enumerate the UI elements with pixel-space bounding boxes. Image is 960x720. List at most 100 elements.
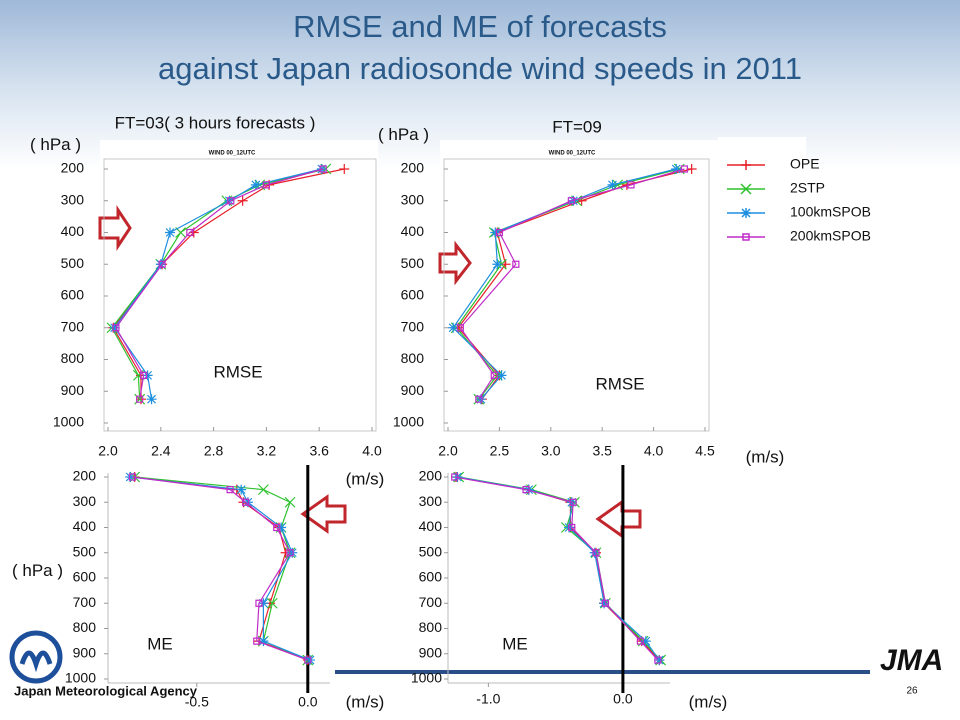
- x-tick-label: 0.0: [613, 691, 633, 707]
- x-axis-label: (m/s): [746, 447, 785, 466]
- series-marker: [140, 371, 148, 379]
- series-line: [134, 476, 309, 661]
- series-marker: [512, 260, 520, 268]
- x-tick-label: 3.0: [541, 443, 561, 459]
- series-marker: [242, 498, 250, 506]
- arrow: [438, 240, 472, 286]
- series-marker: [636, 637, 644, 645]
- footer-line: [335, 670, 870, 674]
- y-tick-label: 600: [61, 287, 85, 303]
- page-number: 26: [906, 686, 918, 697]
- y-tick-label: 500: [419, 543, 443, 559]
- title-line: RMSE and ME of forecasts: [293, 9, 667, 44]
- y-tick-label: 300: [73, 493, 97, 509]
- series-marker: [448, 322, 459, 333]
- y-tick-label: 300: [61, 191, 85, 207]
- series-marker: [224, 195, 235, 206]
- series-marker: [522, 486, 530, 494]
- series-marker: [236, 484, 247, 495]
- logo-mark: [9, 630, 63, 684]
- plot-frame: [103, 158, 377, 432]
- series-line: [457, 476, 660, 661]
- series-line: [111, 168, 326, 400]
- legend-label: 200kmSPOB: [790, 228, 871, 244]
- series-marker: [490, 227, 501, 238]
- y-tick-label: 400: [73, 518, 97, 534]
- series-line: [454, 476, 659, 661]
- y-tick-label: 700: [419, 594, 443, 610]
- series-marker: [305, 655, 316, 666]
- series-marker: [155, 259, 166, 270]
- series-marker: [125, 472, 136, 482]
- y-tick-label: 200: [401, 160, 425, 176]
- x-tick-label: 0.0: [298, 694, 318, 710]
- y-axis-label: ( hPa ): [378, 125, 430, 144]
- x-tick-label: -1.0: [476, 691, 500, 707]
- x-tick-label: 2.5: [490, 443, 510, 459]
- y-tick-label: 600: [401, 287, 425, 303]
- series-marker: [253, 637, 261, 645]
- series-marker: [257, 484, 269, 496]
- series-marker: [226, 486, 234, 494]
- y-tick-label: 200: [61, 160, 85, 176]
- legend-marker: [742, 233, 750, 241]
- series-marker: [128, 473, 137, 481]
- series-marker: [567, 197, 575, 205]
- x-axis-label: (m/s): [689, 692, 728, 711]
- annotation: RMSE: [595, 374, 644, 393]
- y-tick-label: 800: [401, 350, 425, 366]
- series-marker: [490, 371, 498, 379]
- series-marker: [686, 164, 697, 174]
- series-marker: [627, 181, 635, 189]
- y-tick-label: 1000: [65, 670, 96, 686]
- legend-box: [718, 137, 806, 262]
- series-marker: [136, 395, 144, 403]
- y-tick-label: 500: [73, 543, 97, 559]
- x-tick-label: -0.5: [185, 694, 209, 710]
- series-marker: [492, 259, 503, 270]
- x-tick-label: 4.0: [644, 443, 664, 459]
- inner-title: WIND 00_12UTC: [549, 151, 596, 157]
- x-tick-label: 2.4: [151, 443, 171, 459]
- series-marker: [146, 394, 157, 405]
- series-marker: [339, 164, 350, 174]
- x-tick-label: 2.8: [204, 443, 224, 459]
- y-tick-label: 900: [61, 382, 85, 398]
- y-tick-label: 500: [61, 255, 85, 271]
- series-marker: [255, 599, 263, 607]
- series-marker: [475, 395, 483, 403]
- annotation: ME: [502, 634, 528, 653]
- y-tick-label: 500: [401, 255, 425, 271]
- x-axis-label: (m/s): [346, 469, 385, 488]
- series-marker: [589, 547, 600, 558]
- slide-title: RMSE and ME of forecasts against Japan r…: [0, 6, 960, 90]
- x-tick-label: 2.0: [98, 443, 118, 459]
- annotation: RMSE: [213, 362, 262, 381]
- y-axis-label: ( hPa ): [12, 561, 64, 580]
- y-tick-label: 400: [401, 223, 425, 239]
- y-tick-label: 700: [401, 318, 425, 334]
- series-line: [115, 168, 324, 400]
- series-marker: [640, 636, 651, 647]
- y-tick-label: 800: [61, 350, 85, 366]
- y-tick-label: 700: [73, 594, 97, 610]
- series-marker: [496, 370, 507, 381]
- series-marker: [284, 496, 296, 508]
- series-marker: [262, 181, 270, 189]
- series-marker: [495, 228, 503, 237]
- legend-marker: [740, 183, 752, 195]
- y-tick-label: 900: [419, 644, 443, 660]
- series-marker: [142, 370, 153, 381]
- series-marker: [654, 656, 662, 664]
- series-marker: [165, 227, 176, 238]
- jma-logo: JMA: [880, 644, 943, 677]
- plot-frame: [443, 158, 710, 432]
- y-tick-label: 900: [401, 382, 425, 398]
- y-tick-label: 400: [419, 518, 443, 534]
- series-line: [113, 168, 322, 400]
- arrow: [98, 205, 132, 251]
- series-marker: [158, 260, 166, 268]
- series-marker: [475, 394, 486, 405]
- series-line: [455, 168, 680, 400]
- series-line: [130, 476, 311, 661]
